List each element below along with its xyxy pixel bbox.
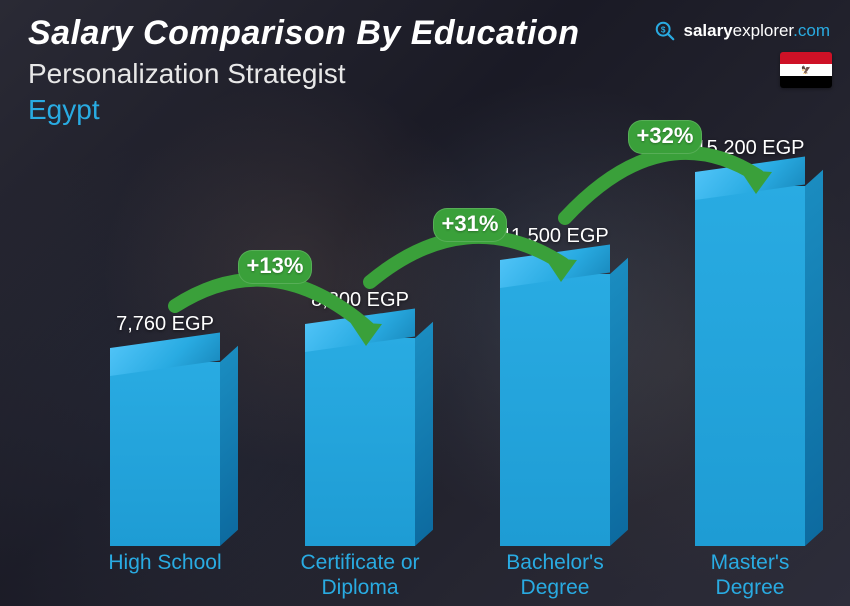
- x-category-label: Bachelor'sDegree: [460, 550, 650, 600]
- bar: [500, 274, 610, 546]
- page-title: Salary Comparison By Education: [28, 14, 580, 53]
- bar: [305, 338, 415, 546]
- increase-percent-label: +13%: [238, 250, 313, 284]
- job-subtitle: Personalization Strategist: [28, 58, 346, 90]
- bar-chart: 7,760 EGPHigh School 8,800 EGPCertificat…: [0, 106, 850, 606]
- increase-percent-label: +32%: [628, 120, 703, 154]
- brand-text: salaryexplorer.com: [684, 21, 831, 41]
- svg-text:$: $: [660, 25, 665, 34]
- increase-percent-label: +31%: [433, 208, 508, 242]
- x-category-label: Certificate orDiploma: [265, 550, 455, 600]
- x-category-label: Master'sDegree: [655, 550, 845, 600]
- x-category-label: High School: [70, 550, 260, 600]
- bar: [110, 362, 220, 546]
- brand-logo: $ salaryexplorer.com: [654, 20, 831, 42]
- magnifier-dollar-icon: $: [654, 20, 676, 42]
- flag-icon: 🦅: [780, 52, 832, 88]
